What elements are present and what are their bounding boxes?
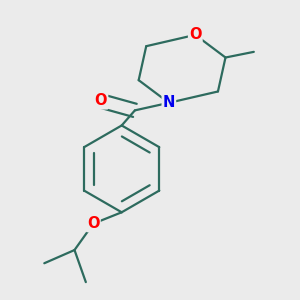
Text: O: O — [189, 27, 202, 42]
Text: N: N — [163, 95, 175, 110]
Text: O: O — [87, 216, 100, 231]
Text: O: O — [95, 93, 107, 108]
